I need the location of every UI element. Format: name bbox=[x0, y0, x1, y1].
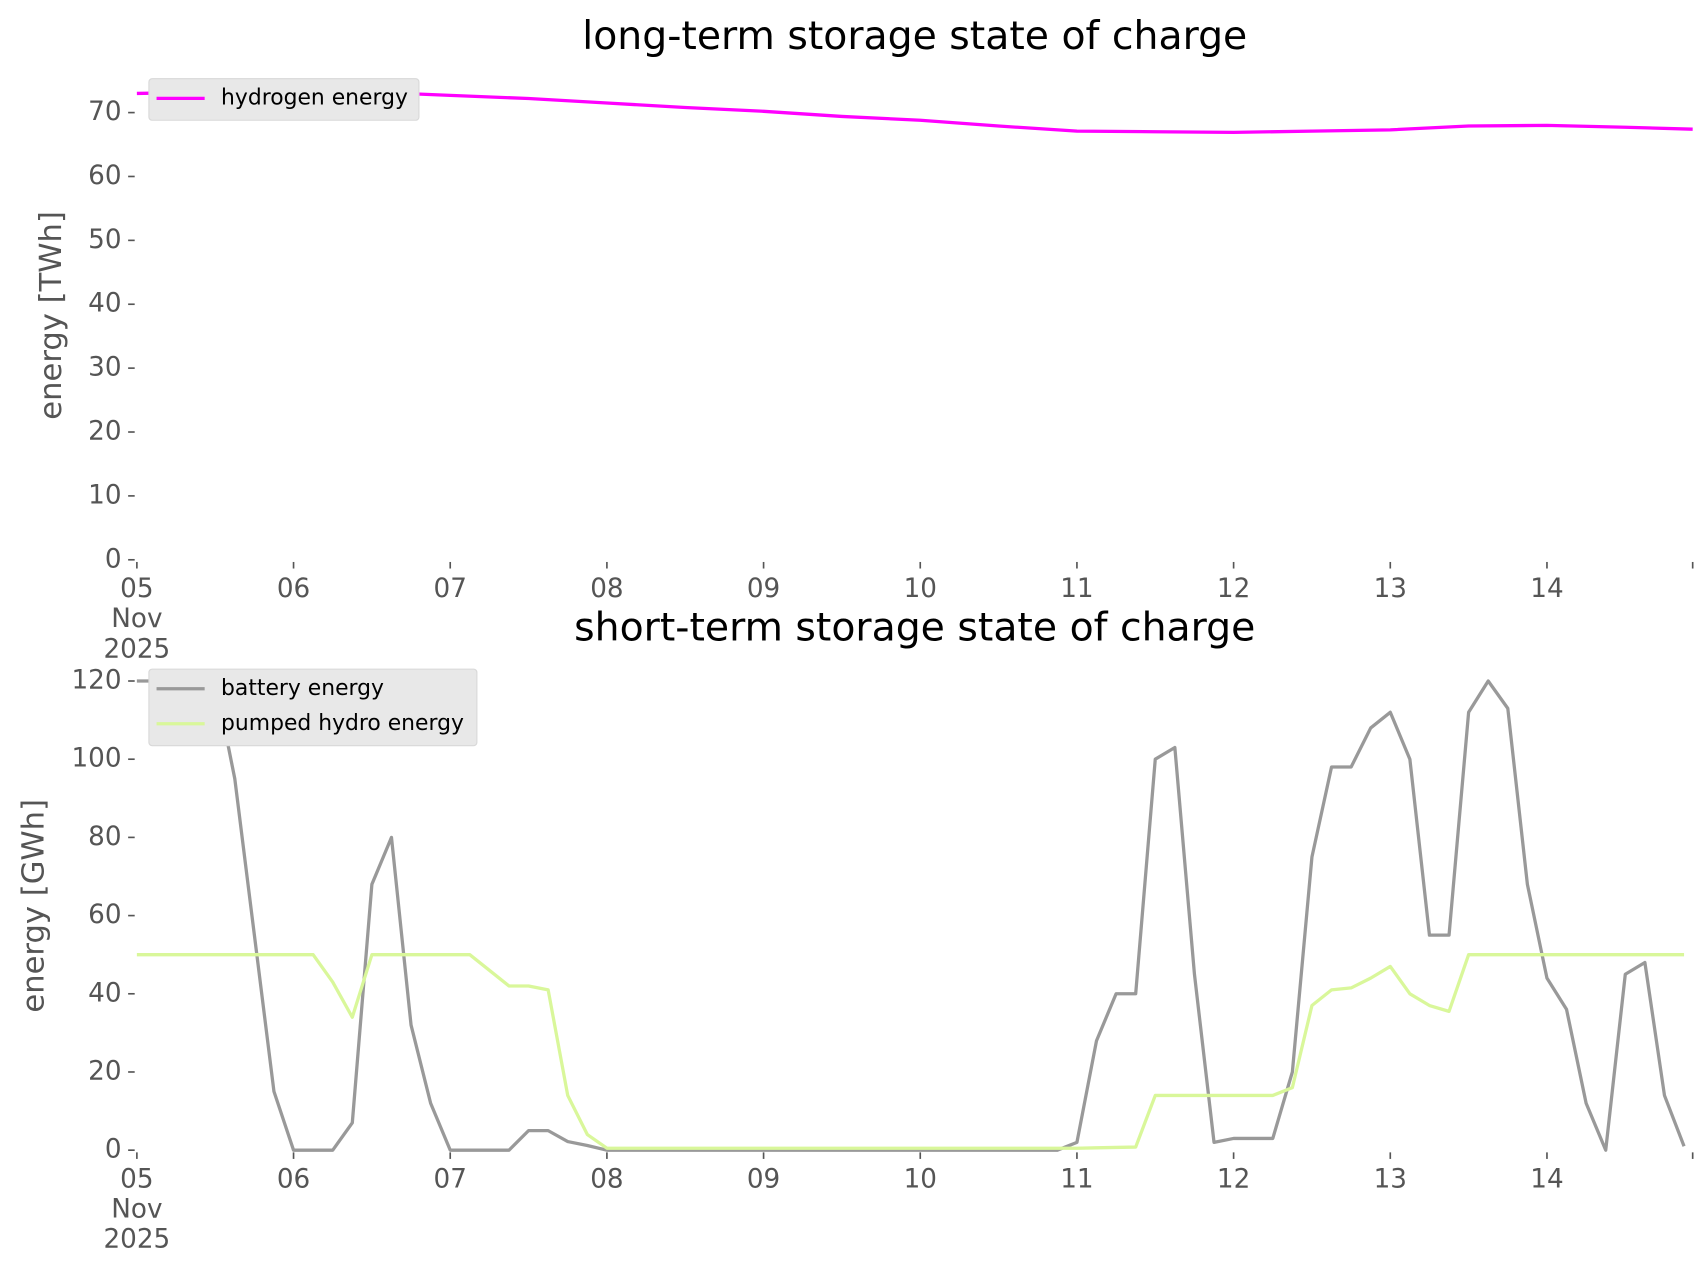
y-tick-label: 50 bbox=[88, 225, 121, 255]
x-tick-label: 05 Nov 2025 bbox=[104, 574, 171, 664]
x-tick-label: 12 bbox=[1217, 574, 1250, 604]
y-tick-label: 70 bbox=[88, 97, 121, 127]
legend-box bbox=[148, 668, 478, 747]
y-tick-label: 30 bbox=[88, 353, 121, 383]
x-tick-label: 06 bbox=[277, 574, 310, 604]
x-tick-label: 08 bbox=[590, 1164, 623, 1194]
y-tick-label: 0 bbox=[105, 1135, 122, 1165]
y-tick-label: 0 bbox=[105, 544, 122, 574]
x-tick-label: 08 bbox=[590, 574, 623, 604]
y-tick-label: 100 bbox=[72, 744, 122, 774]
y-tick-label: 60 bbox=[88, 900, 121, 930]
y-axis-label: energy [TWh] bbox=[34, 211, 69, 420]
x-tick-label: 06 bbox=[277, 1164, 310, 1194]
x-tick-label: 09 bbox=[747, 1164, 780, 1194]
y-tick-label: 120 bbox=[72, 666, 122, 696]
legend-label: battery energy bbox=[221, 676, 384, 701]
x-tick-label: 11 bbox=[1060, 574, 1093, 604]
legend-label: pumped hydro energy bbox=[221, 711, 464, 736]
x-tick-label: 10 bbox=[904, 574, 937, 604]
y-tick-label: 40 bbox=[88, 289, 121, 319]
x-tick-label: 14 bbox=[1530, 1164, 1563, 1194]
x-tick-label: 09 bbox=[747, 574, 780, 604]
x-tick-label: 13 bbox=[1374, 1164, 1407, 1194]
legend-label: hydrogen energy bbox=[221, 85, 408, 110]
data-line bbox=[136, 679, 1686, 1152]
y-axis-label: energy [GWh] bbox=[17, 799, 52, 1013]
legend-box bbox=[148, 78, 420, 121]
x-tick-label: 05 Nov 2025 bbox=[104, 1164, 171, 1254]
x-tick-label: 14 bbox=[1530, 574, 1563, 604]
chart-title: short-term storage state of charge bbox=[574, 604, 1255, 650]
x-tick-label: 13 bbox=[1374, 574, 1407, 604]
y-tick-label: 40 bbox=[88, 978, 121, 1008]
y-tick-label: 10 bbox=[88, 480, 121, 510]
x-tick-label: 12 bbox=[1217, 1164, 1250, 1194]
y-tick-label: 20 bbox=[88, 1056, 121, 1086]
x-tick-label: 07 bbox=[434, 574, 467, 604]
x-tick-label: 07 bbox=[434, 1164, 467, 1194]
chart-title: long-term storage state of charge bbox=[582, 13, 1247, 59]
x-tick-label: 10 bbox=[904, 1164, 937, 1194]
y-tick-label: 20 bbox=[88, 417, 121, 447]
y-tick-label: 60 bbox=[88, 161, 121, 191]
data-line bbox=[136, 953, 1685, 1150]
y-tick-label: 80 bbox=[88, 822, 121, 852]
x-tick-label: 11 bbox=[1060, 1164, 1093, 1194]
